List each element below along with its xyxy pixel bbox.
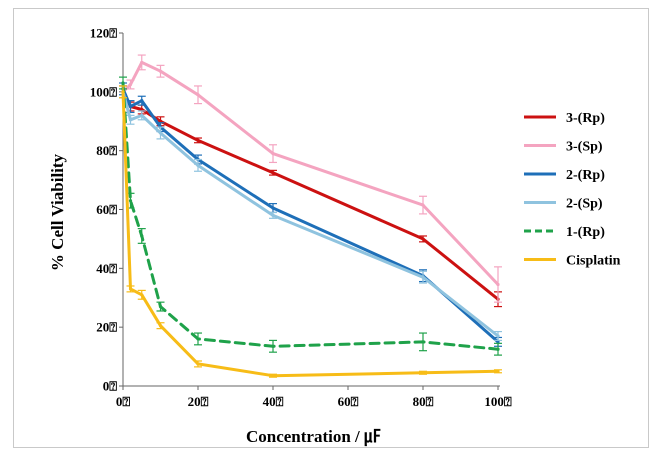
series-line (121, 90, 500, 338)
series-line (121, 60, 500, 286)
x-tick-label: 20⍰ (188, 394, 209, 409)
chart-frame: 0⍰ 20⍰ 40⍰ 60⍰ 80⍰ 100⍰ 120⍰ 0⍰ 20⍰ 40⍰ 60⍰ 80⍰ 100… (13, 8, 649, 448)
x-tick-label: 40⍰ (263, 394, 284, 409)
legend-label: 2-(Rp) (566, 168, 605, 183)
data-point (121, 90, 125, 94)
data-point (158, 69, 163, 73)
series-2-(Rp) (119, 82, 502, 347)
legend: 3-(Rp) 3-(Sp) 2-(Rp) 2-(Sp) 1-(Rp) Cisplatin (524, 111, 621, 269)
data-point (271, 206, 275, 210)
series-3-(Sp) (119, 54, 502, 303)
y-tick-label: 0⍰ (103, 379, 118, 394)
data-point (158, 119, 163, 123)
y-tick-label: 120⍰ (90, 26, 118, 41)
legend-item: 1-(Rp) (524, 225, 605, 240)
series-line (121, 81, 500, 351)
legend-label: 1-(Rp) (566, 225, 605, 240)
legend-label: 2-(Sp) (566, 197, 603, 212)
data-point (271, 213, 275, 217)
legend-label: 3-(Sp) (566, 140, 603, 155)
data-point (196, 337, 200, 341)
data-point (271, 344, 275, 348)
legend-item: Cisplatin (524, 254, 621, 269)
data-point (421, 237, 425, 241)
data-point (271, 171, 275, 175)
data-point (496, 340, 500, 344)
data-point (140, 107, 144, 112)
legend-label: Cisplatin (566, 254, 621, 269)
data-point (121, 81, 125, 85)
data-point (421, 275, 425, 279)
y-tick-label: 60⍰ (96, 202, 117, 217)
series-Cisplatin (119, 85, 502, 378)
data-point (158, 131, 163, 135)
data-point (128, 287, 133, 291)
data-point (421, 340, 425, 344)
series-line (121, 90, 500, 378)
legend-label: 3-(Rp) (566, 111, 605, 126)
data-point (496, 369, 500, 373)
axes (122, 33, 500, 387)
data-point (496, 347, 500, 351)
data-point (421, 203, 425, 207)
data-point (271, 152, 275, 156)
data-point (140, 113, 144, 117)
series-3-(Rp) (119, 85, 502, 308)
data-point (196, 163, 200, 167)
data-point (128, 82, 133, 87)
y-tick-label: 100⍰ (90, 84, 118, 99)
legend-item: 3-(Rp) (524, 111, 605, 126)
x-tick-label: 80⍰ (413, 394, 434, 409)
data-point (128, 104, 133, 109)
data-point (128, 199, 133, 203)
legend-item: 2-(Sp) (524, 197, 603, 212)
data-point (140, 99, 144, 103)
data-point (421, 371, 425, 375)
data-point (196, 138, 200, 142)
y-tick-label: 80⍰ (96, 143, 117, 158)
x-axis-title: Concentration / ㎌ (246, 427, 381, 447)
y-tick-label: 40⍰ (96, 261, 117, 276)
data-point (140, 60, 144, 65)
data-point (140, 234, 144, 238)
data-point (196, 93, 200, 97)
data-point (140, 293, 144, 297)
y-axis-title: % Cell Viability (48, 153, 67, 271)
data-point (196, 362, 200, 366)
line-chart: 0⍰ 20⍰ 40⍰ 60⍰ 80⍰ 100⍰ 120⍰ 0⍰ 20⍰ 40⍰ 60⍰ 80⍰ 100… (48, 26, 621, 448)
series-line (121, 87, 500, 344)
x-tick-label: 60⍰ (338, 394, 359, 409)
y-ticks: 0⍰ 20⍰ 40⍰ 60⍰ 80⍰ 100⍰ 120⍰ (90, 26, 123, 394)
y-tick-label: 20⍰ (96, 320, 117, 335)
x-tick-label: 0⍰ (116, 394, 131, 409)
legend-item: 2-(Rp) (524, 168, 605, 183)
series-layer (119, 54, 502, 378)
data-point (271, 374, 275, 378)
series-1-(Rp) (119, 76, 502, 356)
data-point (496, 282, 500, 287)
x-tick-label: 100⍰ (484, 394, 512, 409)
data-point (128, 118, 133, 122)
data-point (496, 334, 500, 338)
x-ticks: 0⍰ 20⍰ 40⍰ 60⍰ 80⍰ 100⍰ (116, 386, 512, 409)
series-2-(Sp) (119, 85, 502, 342)
series-line (121, 90, 500, 301)
data-point (158, 304, 163, 309)
legend-item: 3-(Sp) (524, 140, 603, 155)
data-point (158, 324, 163, 328)
